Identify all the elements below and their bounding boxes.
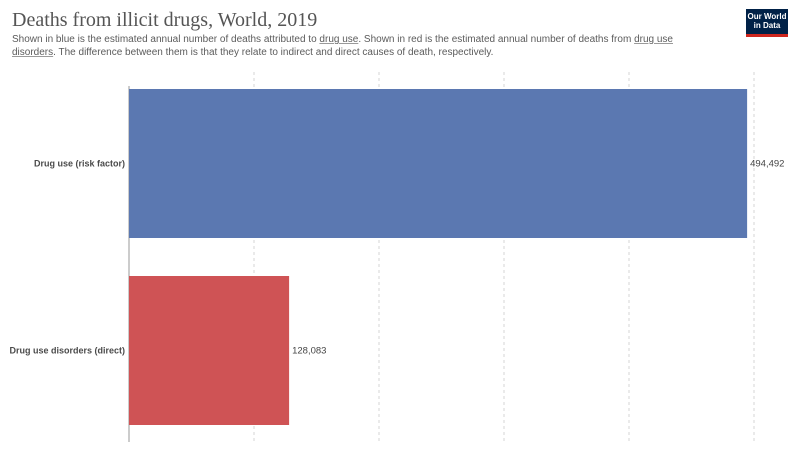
- logo-accent-bar: [746, 34, 788, 37]
- chart-title: Deaths from illicit drugs, World, 2019: [12, 9, 318, 31]
- subtitle-text-1: Shown in blue is the estimated annual nu…: [12, 34, 320, 45]
- bars: Drug use (risk factor) 494,492 Drug use di…: [9, 89, 784, 425]
- bar-1[interactable]: [129, 89, 748, 238]
- our-world-in-data-logo[interactable]: Our World in Data: [746, 9, 788, 37]
- logo-line-2: in Data: [753, 21, 781, 30]
- drug-use-link[interactable]: drug use: [319, 34, 359, 45]
- bar-2[interactable]: [129, 276, 290, 425]
- chart-subtitle: Shown in blue is the estimated annual nu…: [12, 34, 702, 59]
- logo-line-1: Our World: [747, 12, 787, 21]
- category-label-1: Drug use (risk factor): [34, 159, 125, 169]
- subtitle-text-2: . Shown in red is the estimated annual n…: [358, 34, 635, 45]
- subtitle-text-3: . The difference between them is that th…: [53, 46, 494, 58]
- category-label-2: Drug use disorders (direct): [9, 346, 125, 356]
- value-label-2: 128,083: [292, 346, 326, 357]
- drug-use-disorders-link[interactable]: drug use disorders: [12, 34, 673, 58]
- value-label-1: 494,492: [750, 159, 784, 170]
